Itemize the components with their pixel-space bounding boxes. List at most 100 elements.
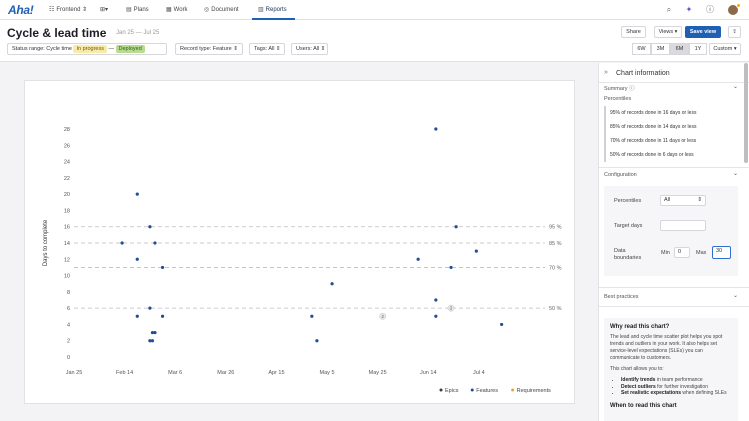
users-filter[interactable]: Users: All ⇕: [291, 43, 328, 55]
data-point: [500, 322, 504, 327]
status-to-chip: Deployed: [115, 45, 145, 53]
status-range-filter[interactable]: Status range: Cycle time In progress — D…: [7, 43, 167, 55]
data-point: [454, 225, 458, 229]
y-tick-label: 18: [64, 208, 70, 214]
y-tick-label: 24: [64, 160, 70, 166]
search-icon[interactable]: ⌕: [666, 5, 672, 14]
data-point: [148, 225, 152, 229]
save-view-button[interactable]: Save view: [685, 26, 721, 38]
y-tick-label: 2: [67, 339, 70, 345]
min-boundary-input[interactable]: 0: [674, 247, 690, 258]
workspace-label: Frontend: [56, 7, 81, 13]
data-point: [434, 314, 438, 318]
nav-plans[interactable]: ▤ Plans: [126, 0, 149, 20]
data-point: [150, 330, 155, 335]
y-tick-label: 8: [67, 290, 70, 296]
data-point: [135, 314, 139, 318]
list-item: Identify trends in team performance: [621, 377, 732, 384]
nav-work[interactable]: ▦ Work: [166, 0, 188, 20]
why-text-intro: This chart allows you to:: [610, 366, 664, 372]
data-point: [160, 314, 165, 318]
chevron-down-icon[interactable]: ⌄: [733, 171, 739, 177]
chevron-down-icon: ▾: [674, 29, 678, 35]
nav-work-label: Work: [173, 7, 188, 13]
status-range-label: Status range: Cycle time: [12, 46, 72, 52]
range-3m[interactable]: 3M: [651, 43, 670, 55]
percentiles-select-value: All: [664, 197, 671, 203]
configuration-box: Percentiles All ⇕ Target days Data bounda…: [604, 186, 738, 276]
workspace-switcher[interactable]: ☷ Frontend ⇕: [49, 0, 87, 20]
range-6m[interactable]: 6M: [670, 43, 689, 55]
chart-info-panel: » Chart information Summary ⓘ ⌄ Percenti…: [598, 63, 749, 421]
range-custom[interactable]: Custom ▾: [709, 43, 741, 55]
divider: [599, 82, 749, 83]
date-range: Jan 25 — Jul 25: [116, 30, 160, 36]
updown-icon: ⇕: [320, 46, 326, 52]
x-tick-label: Feb 14: [116, 370, 133, 376]
data-point: [330, 282, 334, 286]
chevron-down-icon[interactable]: ⌄: [733, 84, 739, 90]
avatar[interactable]: [728, 5, 738, 15]
range-1y[interactable]: 1Y: [689, 43, 707, 55]
data-point: [434, 127, 438, 131]
percentile-row: 50% of records done in 6 days or less: [604, 148, 739, 162]
data-point: [160, 265, 165, 270]
bookmark-dropdown[interactable]: ⊞▾: [100, 0, 108, 20]
x-tick-label: May 25: [369, 370, 387, 376]
percentile-row: 70% of records done in 11 days or less: [604, 134, 739, 148]
views-dropdown[interactable]: Views ▾: [654, 26, 682, 38]
chevron-down-icon[interactable]: ⌄: [733, 293, 739, 299]
share-button[interactable]: Share: [621, 26, 646, 38]
x-tick-label: Mar 26: [217, 370, 234, 376]
cluster-marker: [379, 312, 387, 320]
y-tick-label: 28: [64, 127, 70, 133]
export-icon[interactable]: ⇪: [728, 26, 741, 38]
best-practices-box: Why read this chart? The lead and cycle …: [604, 318, 738, 421]
range-6w[interactable]: 6W: [632, 43, 651, 55]
max-boundary-input[interactable]: 30: [712, 246, 731, 259]
nav-document-label: Document: [211, 7, 239, 13]
range-custom-label: Custom: [713, 46, 733, 52]
percentile-line-label: 85 %: [549, 241, 562, 247]
page-title: Cycle & lead time: [7, 26, 107, 40]
data-point: [416, 257, 420, 261]
min-label: Min: [661, 250, 670, 256]
cluster-count: 2: [382, 314, 385, 319]
y-tick-label: 12: [64, 257, 70, 263]
collapse-panel-icon[interactable]: »: [604, 69, 608, 76]
calendar-icon: ▤: [126, 7, 132, 13]
data-point: [150, 339, 155, 343]
record-type-filter[interactable]: Record type: Feature ⇕: [175, 43, 243, 55]
nav-plans-label: Plans: [133, 7, 149, 13]
help-icon[interactable]: ⓘ: [706, 5, 714, 14]
x-tick-label: Jan 25: [66, 370, 83, 376]
percentile-line-label: 50 %: [549, 306, 562, 312]
why-title: Why read this chart?: [610, 324, 670, 330]
y-tick-label: 14: [64, 241, 70, 247]
data-point: [449, 265, 453, 270]
views-label: Views: [658, 29, 674, 35]
top-nav: Aha! ☷ Frontend ⇕ ⊞▾ ▤ Plans ▦ Work ◎ Docume…: [0, 0, 749, 20]
aha-logo[interactable]: Aha!: [8, 3, 34, 17]
nav-reports[interactable]: ▥ Reports: [252, 0, 295, 20]
data-point: [153, 330, 157, 335]
updown-icon: ⇕: [233, 46, 238, 52]
legend-label: Epics: [445, 388, 459, 394]
best-practices-section-toggle[interactable]: Best practices: [604, 294, 639, 300]
why-text: The lead and cycle time scatter plot hel…: [610, 334, 723, 361]
x-tick-label: Jun 14: [420, 370, 437, 376]
x-tick-label: Apr 15: [268, 370, 284, 376]
nav-document[interactable]: ◎ Document: [204, 0, 239, 20]
cfg-target-label: Target days: [614, 223, 643, 229]
data-point: [474, 249, 478, 253]
panel-scrollbar[interactable]: [744, 63, 748, 163]
tags-label: Tags: All: [254, 46, 275, 52]
percentiles-select[interactable]: All ⇕: [660, 195, 706, 206]
configuration-section-toggle[interactable]: Configuration: [604, 172, 637, 178]
sparkle-icon[interactable]: ✦: [685, 5, 693, 14]
tags-filter[interactable]: Tags: All ⇕: [249, 43, 285, 55]
divider: [599, 306, 749, 307]
summary-section-toggle[interactable]: Summary ⓘ: [604, 84, 635, 92]
chevron-down-icon: ▾: [733, 46, 737, 52]
target-days-input[interactable]: [660, 220, 706, 231]
